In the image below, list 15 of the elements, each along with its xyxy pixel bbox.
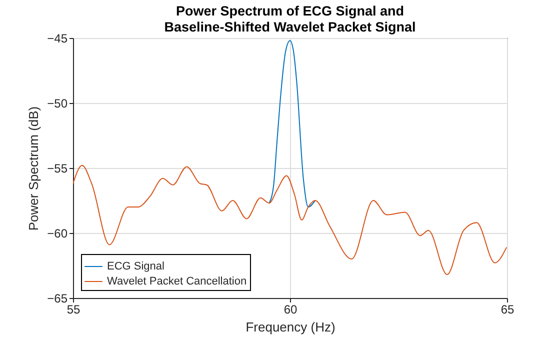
x-tick-label: 60 [284,302,298,316]
line-series [268,40,316,208]
y-tick-label: −45 [47,32,68,46]
y-tick-label: −50 [47,96,68,110]
x-tick-label: 65 [500,302,514,316]
x-axis-title: Frequency (Hz) [246,320,336,334]
x-tick-label: 55 [66,302,80,316]
legend-label: Wavelet Packet Cancellation [107,276,247,288]
legend-label: ECG Signal [107,260,164,272]
y-tick-label: −60 [47,226,68,240]
y-tick-label: −55 [47,162,68,176]
y-axis-title: Power Spectrum (dB) [26,106,42,231]
y-tick-label: −65 [47,292,68,306]
chart-title: Power Spectrum of ECG Signal and Baseline-Shifted Wavelet Packet Signal [164,4,416,34]
line-series [73,164,507,276]
